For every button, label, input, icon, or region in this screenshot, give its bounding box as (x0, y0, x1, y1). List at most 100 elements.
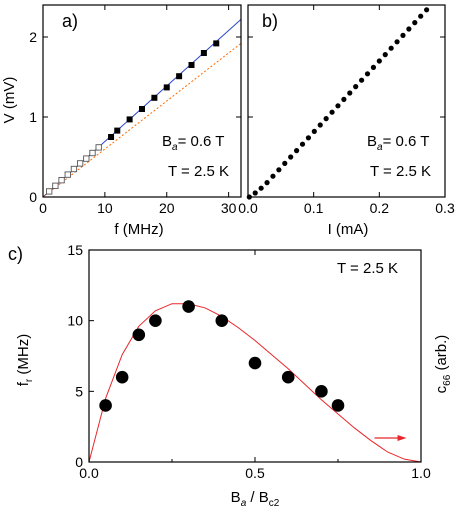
panel-c-frame (88, 249, 422, 463)
panel-a-temperature-annotation: T = 2.5 K (168, 163, 229, 180)
panel-a-frame (42, 4, 242, 198)
panel-b-point (282, 160, 288, 166)
panel-c-ylabel: fr (MHz) (15, 334, 35, 387)
panel-a-ylabel: V (mV) (1, 77, 18, 124)
panel-c-xtick-label: 0.5 (245, 465, 265, 481)
panel-b-point (341, 96, 347, 102)
panel-a-point-filled (151, 94, 158, 101)
panel-a-point-filled (188, 62, 195, 68)
panel-b-point (418, 13, 424, 19)
panel-b-field-annotation: Ba= 0.6 T (367, 133, 429, 153)
panel-c-temperature-annotation: T = 2.5 K (337, 260, 398, 277)
panel-c-ytick-label: 5 (75, 383, 83, 399)
panel-c-point (331, 399, 345, 412)
panel-c-xtick-label: 1.0 (411, 465, 431, 481)
panel-b-point (359, 77, 365, 83)
panel-a-xtick-label: 0 (39, 200, 47, 216)
panel-c: 0.0 0.5 1.0 0 5 10 15 (67, 242, 431, 481)
panel-a-field-annotation: Ba= 0.6 T (162, 133, 224, 153)
panel-b-point (388, 45, 394, 51)
panel-b-xtick-label: 0.0 (238, 200, 258, 216)
panel-b-point (293, 148, 300, 154)
panel-c-right-ylabel: c66 (arb.) (433, 335, 453, 394)
panel-a-point-filled (108, 134, 115, 140)
panel-b-point (364, 71, 371, 77)
panel-b-point (311, 128, 317, 134)
panel-a-point-open (46, 188, 53, 195)
panel-a-point-open (52, 182, 59, 189)
panel-a-point-open (76, 160, 84, 167)
panel-a-point-filled (176, 73, 183, 80)
panel-b-point (424, 7, 430, 13)
panel-a-ytick-label: 1 (29, 109, 37, 125)
panel-b-point (347, 90, 353, 96)
panel-b-point (288, 154, 294, 160)
panel-b-point (370, 64, 377, 70)
panel-c-point (182, 300, 195, 313)
panel-a-label: a) (62, 11, 78, 31)
panel-b-point (317, 122, 323, 128)
panel-a-point-open (95, 144, 102, 151)
panel-b-frame (247, 4, 446, 198)
panel-a-point-open (83, 155, 90, 162)
panel-a-point-open (89, 149, 96, 157)
panel-a-point-filled (213, 40, 220, 47)
panel-c-point (149, 314, 162, 327)
panel-c-point (248, 356, 262, 370)
panel-c-xlabel: Ba / Bc2 (231, 489, 280, 509)
panel-c-point (281, 370, 295, 384)
panel-c-label: c) (8, 244, 23, 264)
panel-b-point (252, 190, 258, 196)
panel-a-xlabel: f (MHz) (114, 221, 163, 238)
panel-c-ytick-label: 0 (75, 454, 83, 470)
panel-b-point (382, 52, 388, 58)
panel-b-point (299, 141, 306, 147)
panel-a-xtick-label: 30 (221, 200, 237, 216)
panel-a-point-open (64, 171, 71, 178)
panel-b-point (335, 103, 341, 109)
panel-a-xtick-label: 20 (159, 200, 175, 216)
panel-b-xtick-label: 0.2 (370, 200, 390, 216)
panel-b-point (305, 135, 312, 141)
panel-a: 0 10 20 30 0 1 2 (29, 4, 242, 216)
panel-b-xtick-label: 0.1 (304, 200, 324, 216)
panel-b-point (412, 20, 418, 26)
panel-b-point (264, 180, 270, 186)
panel-a-ytick-label: 2 (29, 29, 37, 45)
panel-b-point (323, 116, 329, 122)
panel-c-xtick-label: 0.0 (79, 465, 99, 481)
panel-c-point (99, 399, 112, 412)
panel-b-point (406, 26, 412, 32)
panel-a-point-open (58, 177, 65, 184)
panel-a-point-filled (126, 116, 133, 123)
panel-b-xlabel: I (mA) (328, 221, 369, 238)
panel-a-xtick-label: 10 (97, 200, 113, 216)
panel-a-point-filled (163, 84, 170, 91)
panel-c-point (132, 328, 146, 342)
panel-a-point-filled (200, 50, 207, 56)
panel-b-label: b) (262, 11, 278, 31)
panel-c-ytick-label: 10 (67, 313, 83, 329)
panel-b: 0.0 0.1 0.2 0.3 (238, 4, 455, 216)
panel-a-point-open (70, 165, 78, 173)
panel-b-point (258, 185, 264, 191)
panel-c-c66-curve (88, 303, 422, 463)
panel-a-ytick-label: 0 (29, 189, 37, 205)
panel-b-temperature-annotation: T = 2.5 K (370, 163, 431, 180)
panel-a-point-filled (139, 106, 145, 112)
panel-b-point (276, 167, 282, 173)
panel-b-point (329, 109, 335, 115)
panel-b-point (400, 32, 406, 39)
panel-c-ytick-label: 15 (67, 242, 83, 258)
panel-b-point (353, 84, 359, 90)
panel-b-point (394, 39, 400, 45)
panel-b-point (376, 58, 382, 64)
panel-b-xtick-label: 0.3 (435, 200, 455, 216)
panel-c-point (115, 370, 129, 384)
panel-c-point (215, 314, 229, 327)
panel-a-point-filled (114, 127, 121, 134)
panel-c-arrow-head (397, 434, 407, 441)
panel-c-point (315, 385, 328, 398)
panel-b-point (270, 173, 276, 179)
